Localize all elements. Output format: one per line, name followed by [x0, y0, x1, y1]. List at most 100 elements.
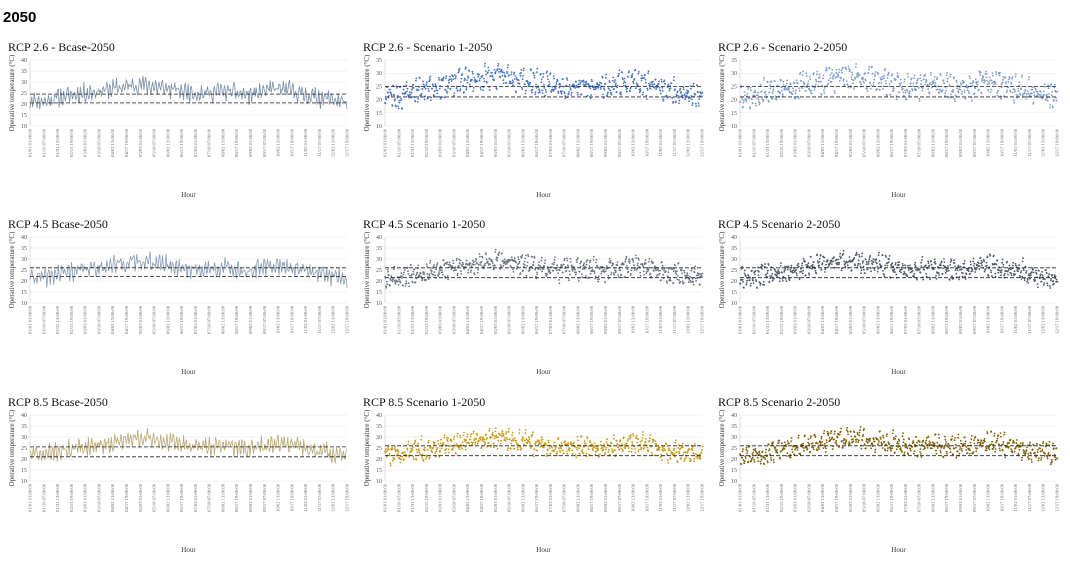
data-point	[942, 264, 945, 267]
data-point	[858, 74, 861, 76]
data-point	[853, 257, 856, 259]
data-point	[562, 78, 564, 80]
data-point	[909, 448, 912, 450]
data-point	[922, 439, 925, 442]
data-point	[891, 432, 894, 435]
data-point	[794, 92, 797, 95]
data-point	[889, 93, 892, 96]
data-point	[387, 447, 389, 449]
x-tick-label: 01/01 01:00:00	[383, 128, 388, 157]
x-tick-label: 10/02 13:00:00	[986, 305, 991, 334]
data-point	[852, 438, 854, 440]
data-point	[1046, 455, 1049, 458]
data-point	[784, 267, 787, 270]
data-point	[1021, 74, 1023, 77]
data-point	[805, 72, 808, 75]
data-point	[571, 452, 574, 455]
data-point	[953, 259, 955, 262]
data-point	[511, 82, 514, 85]
y-tick-label: 30	[376, 257, 382, 263]
data-point	[595, 261, 597, 264]
x-tick-label: 07/18 07:00:00	[562, 305, 567, 334]
data-point	[519, 272, 522, 275]
data-point	[458, 448, 461, 451]
data-point	[959, 269, 961, 271]
data-point	[556, 266, 559, 269]
x-tick-label: 07/03 01:00:00	[193, 305, 198, 334]
data-point	[1015, 442, 1018, 445]
data-point	[951, 435, 954, 438]
data-point	[785, 277, 787, 280]
data-point	[695, 105, 698, 107]
data-point	[934, 260, 936, 263]
data-point	[952, 90, 955, 93]
data-point	[806, 447, 809, 450]
data-point	[443, 436, 446, 439]
data-point	[938, 443, 941, 446]
data-point	[751, 456, 754, 459]
data-point	[469, 262, 472, 265]
data-point	[833, 433, 836, 435]
data-point	[783, 448, 786, 450]
data-point	[412, 86, 415, 89]
data-point	[1044, 278, 1046, 280]
data-point	[501, 252, 503, 255]
data-point	[921, 259, 923, 261]
data-point	[807, 83, 809, 85]
data-point	[661, 268, 664, 270]
data-point	[1053, 282, 1055, 285]
data-point	[957, 436, 959, 439]
data-point	[494, 264, 496, 267]
data-point	[758, 103, 761, 106]
data-point	[1000, 274, 1002, 277]
data-point	[442, 259, 445, 262]
data-point	[478, 263, 480, 266]
data-point	[611, 448, 613, 450]
data-point	[620, 447, 623, 450]
x-tick-label: 12/17 19:00:00	[345, 305, 350, 334]
data-point	[423, 271, 425, 274]
data-point	[1048, 440, 1051, 443]
data-point	[596, 265, 599, 268]
data-point	[442, 76, 445, 79]
data-point	[661, 264, 664, 267]
data-point	[578, 270, 581, 273]
data-point	[699, 273, 702, 275]
chart-title: RCP 2.6 - Bcase-2050	[8, 40, 115, 54]
data-point	[649, 83, 652, 86]
data-point	[602, 93, 604, 96]
data-point	[742, 459, 745, 462]
data-point	[838, 68, 841, 71]
data-point	[867, 441, 869, 443]
x-tick-label: 04/02 13:00:00	[465, 128, 470, 157]
data-point	[936, 441, 939, 444]
data-point	[502, 433, 505, 436]
data-point	[493, 437, 496, 440]
data-point	[656, 274, 659, 276]
data-point	[764, 458, 766, 460]
data-point	[953, 447, 955, 450]
data-point	[782, 83, 785, 86]
data-point	[437, 274, 439, 276]
data-point	[689, 96, 691, 99]
data-point	[622, 450, 624, 453]
data-point	[823, 89, 825, 92]
data-point	[557, 437, 560, 439]
data-point	[858, 254, 861, 256]
data-point	[661, 446, 664, 448]
data-point	[1000, 97, 1002, 100]
y-tick-label: 15	[731, 290, 737, 296]
data-point	[435, 268, 438, 271]
data-point	[826, 430, 829, 433]
data-point	[850, 76, 853, 78]
data-point	[784, 441, 786, 444]
data-point	[531, 91, 533, 94]
data-point	[902, 94, 905, 97]
data-point	[642, 270, 645, 273]
data-point	[1041, 448, 1044, 451]
data-point	[503, 258, 506, 261]
data-point	[865, 260, 868, 263]
data-point	[918, 444, 921, 446]
data-point	[804, 260, 806, 263]
data-point	[511, 431, 514, 434]
